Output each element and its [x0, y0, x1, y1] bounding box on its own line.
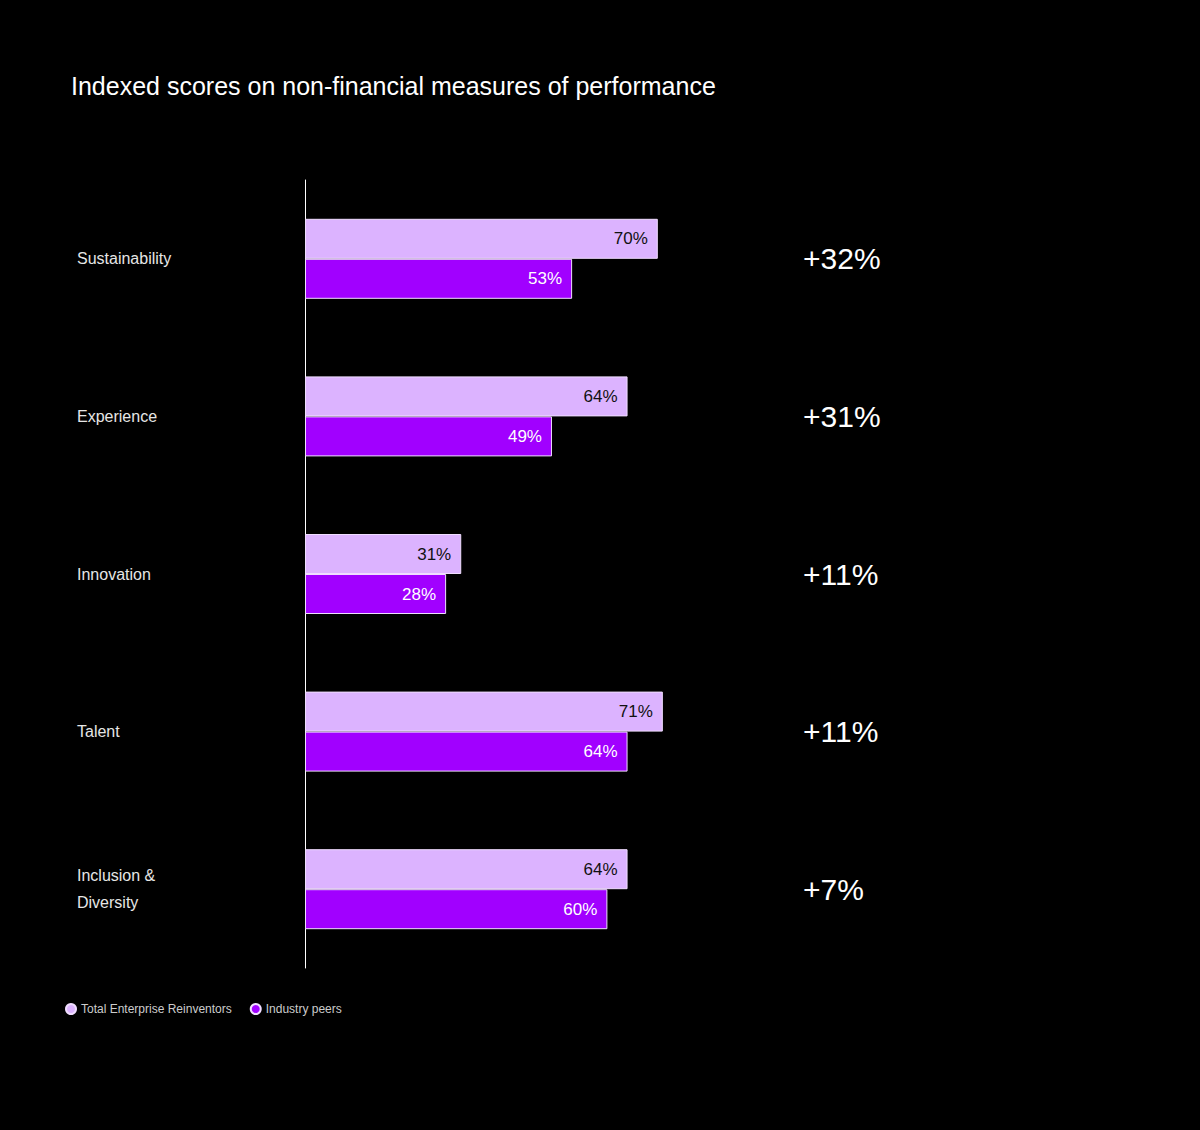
- svg-text:64%: 64%: [584, 387, 618, 406]
- svg-text:Total Enterprise Reinventors: Total Enterprise Reinventors: [81, 1002, 232, 1016]
- svg-text:Talent: Talent: [77, 723, 120, 740]
- svg-text:64%: 64%: [584, 742, 618, 761]
- svg-text:Diversity: Diversity: [77, 894, 138, 911]
- svg-text:+7%: +7%: [803, 873, 864, 906]
- svg-text:Experience: Experience: [77, 408, 157, 425]
- svg-text:70%: 70%: [614, 229, 648, 248]
- svg-text:Innovation: Innovation: [77, 566, 151, 583]
- svg-text:64%: 64%: [584, 860, 618, 879]
- svg-text:+11%: +11%: [803, 715, 878, 748]
- svg-text:+32%: +32%: [803, 242, 881, 275]
- svg-text:49%: 49%: [508, 427, 542, 446]
- svg-text:31%: 31%: [417, 545, 451, 564]
- svg-text:Inclusion &: Inclusion &: [77, 867, 160, 884]
- svg-text:60%: 60%: [563, 900, 597, 919]
- svg-text:28%: 28%: [402, 585, 436, 604]
- svg-text:+11%: +11%: [803, 558, 878, 591]
- svg-text:71%: 71%: [619, 702, 653, 721]
- svg-text:Industry peers: Industry peers: [266, 1002, 342, 1016]
- svg-text:Indexed scores on non-financia: Indexed scores on non-financial measures…: [71, 72, 716, 100]
- svg-text:53%: 53%: [528, 269, 562, 288]
- svg-text:+31%: +31%: [803, 400, 881, 433]
- svg-text:Sustainability: Sustainability: [77, 250, 171, 267]
